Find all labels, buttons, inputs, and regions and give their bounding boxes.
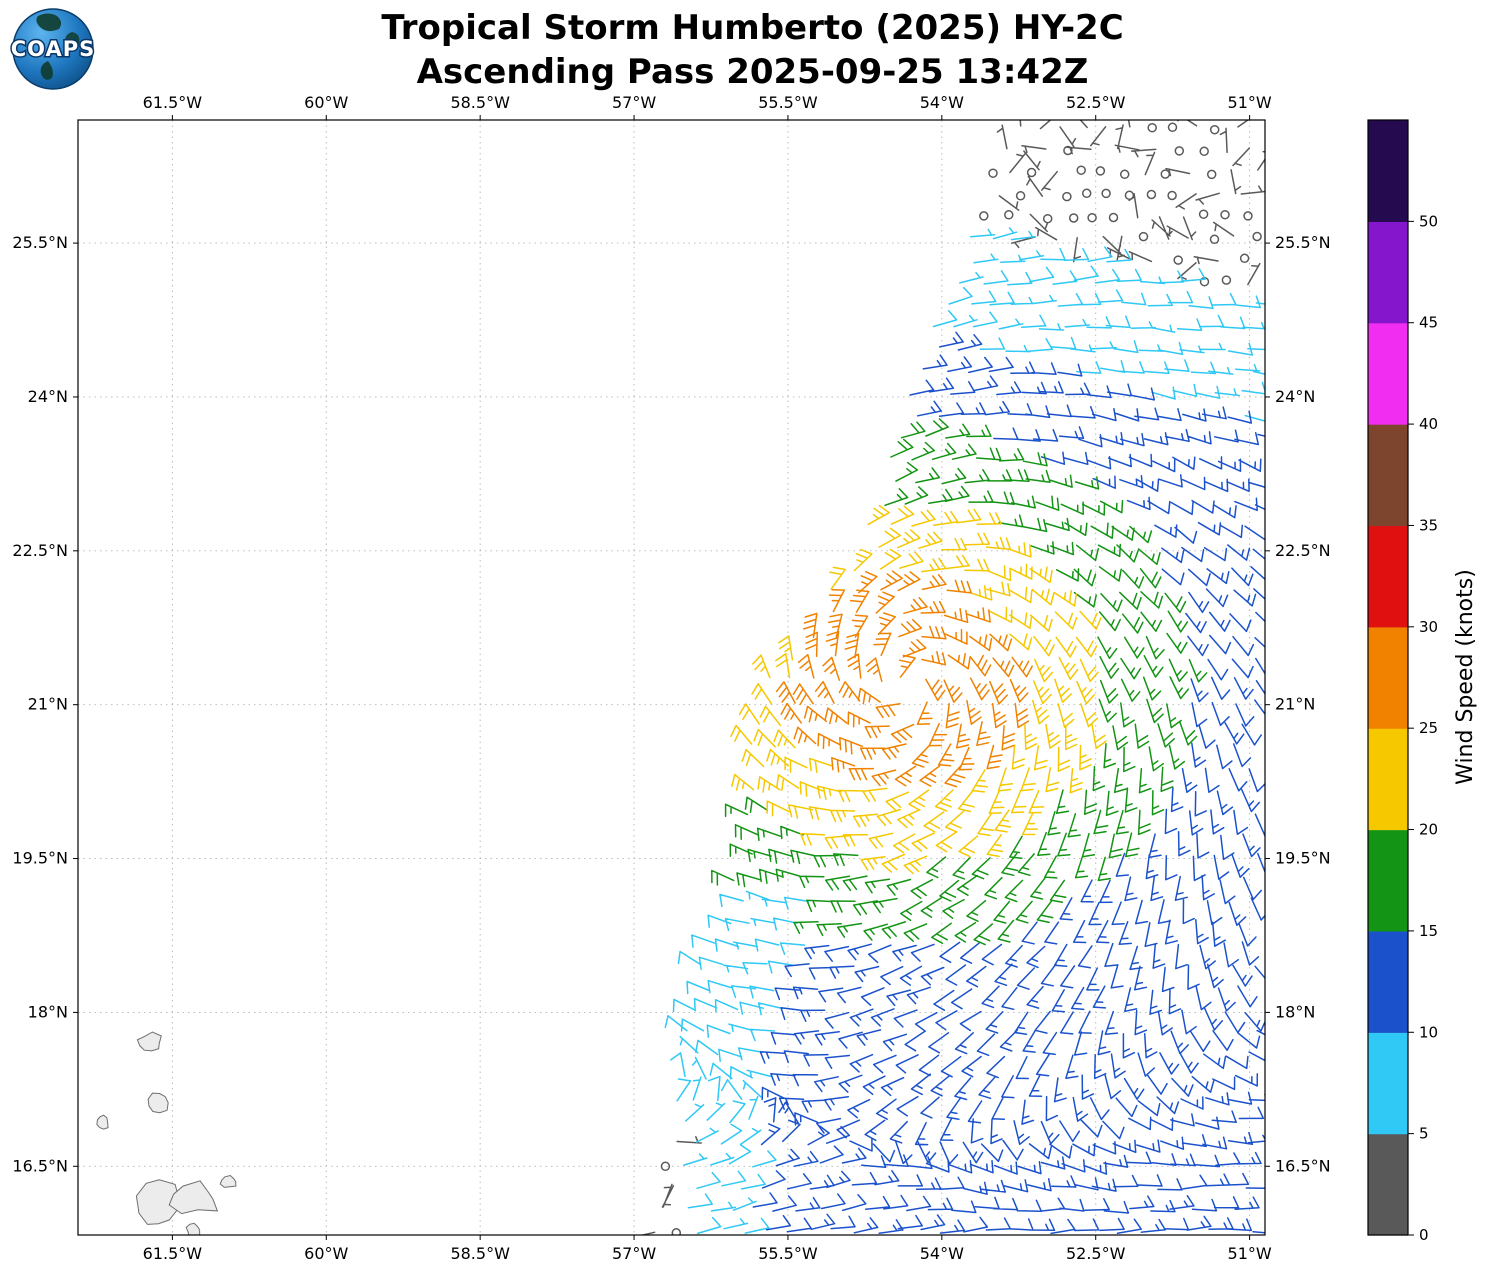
lat-tick-label-left: 19.5°N [12,849,68,868]
lon-tick-label-bottom: 57°W [612,1244,656,1263]
lat-tick-label-right: 24°N [1275,387,1315,406]
island [135,1179,182,1225]
colorbar-tick-label: 15 [1419,922,1438,940]
lat-tick-label-left: 24°N [28,387,68,406]
lon-tick-label-bottom: 55.5°W [758,1244,818,1263]
wind-barb-group [775,570,1033,788]
wind-barb-group [664,227,1265,1235]
lon-tick-label-bottom: 60°W [304,1244,348,1263]
lon-tick-label-bottom: 51°W [1228,1244,1272,1263]
colorbar-segment [1368,1133,1408,1236]
lat-tick-label-left: 22.5°N [12,541,68,560]
island [96,1114,109,1130]
colorbar-tick-label: 5 [1419,1125,1429,1143]
plot-border [77,119,1266,1236]
colorbar-tick-label: 0 [1419,1226,1429,1244]
colorbar-label: Wind Speed (knots) [1453,569,1478,785]
lat-tick-label-left: 21°N [28,695,68,714]
lon-tick-label-top: 55.5°W [758,93,818,112]
lat-tick-label-left: 16.5°N [12,1156,68,1175]
lon-tick-label-bottom: 58.5°W [450,1244,510,1263]
lon-tick-label-top: 57°W [612,93,656,112]
colorbar-tick-label: 35 [1419,516,1438,534]
colorbar-segment [1368,221,1408,324]
colorbar-segment [1368,930,1408,1033]
colorbar-segment [1368,1032,1408,1135]
lat-tick-label-right: 18°N [1275,1002,1315,1021]
lon-tick-label-bottom: 54°W [920,1244,964,1263]
lon-tick-label-top: 60°W [304,93,348,112]
colorbar-tick-label: 45 [1419,314,1438,332]
lon-tick-label-bottom: 52.5°W [1066,1244,1126,1263]
colorbar-tick-label: 50 [1419,212,1438,230]
lat-tick-label-right: 25.5°N [1275,233,1331,252]
lon-tick-label-top: 52.5°W [1066,93,1126,112]
colorbar-segment [1368,728,1408,831]
colorbar-tick-label: 30 [1419,618,1438,636]
island [168,1180,219,1215]
island [147,1092,169,1114]
colorbar-segment [1368,120,1408,222]
colorbar-tick-label: 25 [1419,719,1438,737]
lon-tick-label-top: 54°W [920,93,964,112]
colorbar-border [1367,119,1409,1236]
colorbar-segment [1368,322,1408,425]
island [219,1174,237,1188]
colorbar-tick-label: 20 [1419,821,1438,839]
logo-text: COAPS [11,37,95,61]
lon-tick-label-bottom: 61.5°W [143,1244,203,1263]
colorbar-segment [1368,829,1408,932]
lon-tick-label-top: 58.5°W [450,93,510,112]
lat-tick-label-right: 21°N [1275,695,1315,714]
wind-barbs-layer [639,120,1265,1235]
globe-icon [12,8,94,90]
lon-tick-label-top: 61.5°W [143,93,203,112]
colorbar-tick-label: 10 [1419,1023,1438,1041]
wind-barb-group [730,504,1107,875]
colorbar-segment [1368,626,1408,729]
colorbar-segment [1368,525,1408,628]
coaps-logo: COAPS [10,8,96,90]
lon-tick-label-top: 51°W [1228,93,1272,112]
colorbar: 0 5 10 15 20 25 30 35 40 45 50 [1367,119,1438,1244]
islands-layer [96,1031,237,1235]
colorbar-tick-label: 40 [1419,415,1438,433]
wind-barb-group [752,331,1265,1235]
globe-landmass-north [36,13,62,32]
island [185,1222,201,1235]
wind-barb-group [711,418,1208,946]
wind-barb-group [639,120,1265,1235]
lat-tick-label-right: 22.5°N [1275,541,1331,560]
plot-title-line1: Tropical Storm Humberto (2025) HY-2C [381,8,1124,48]
lat-tick-label-left: 25.5°N [12,233,68,252]
gridlines-layer [78,120,1265,1235]
lat-tick-label-left: 18°N [28,1002,68,1021]
colorbar-segment [1368,424,1408,527]
globe-landmass-east [65,32,80,47]
axes-layer: 61.5°W 61.5°W 60°W 60°W 58.5°W 58.5°W 57°W 57°W… [12,93,1330,1263]
lat-tick-label-right: 16.5°N [1275,1156,1331,1175]
island [136,1031,162,1052]
plot-title-line2: Ascending Pass 2025-09-25 13:42Z [416,52,1089,92]
globe-landmass-south [40,61,53,80]
lat-tick-label-right: 19.5°N [1275,849,1331,868]
